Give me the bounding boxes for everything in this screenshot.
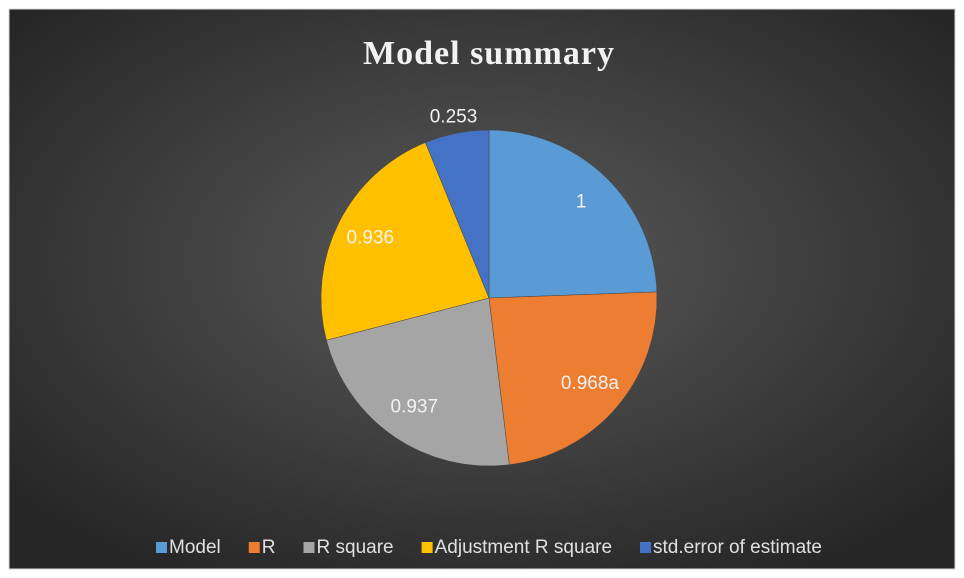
data-label: 0.253	[430, 106, 478, 127]
data-label: 1	[576, 191, 587, 212]
pie-slice	[425, 129, 490, 299]
legend-swatch	[640, 542, 652, 553]
data-label: 0.937	[391, 397, 439, 418]
legend-swatch	[303, 542, 315, 553]
data-label: 0.936	[347, 228, 395, 249]
legend-label: R square	[317, 537, 394, 558]
legend-label: Adjustment R square	[435, 537, 612, 558]
legend-label: R	[262, 537, 276, 558]
data-label: 0.968a	[561, 373, 620, 394]
legend-label: Model	[169, 537, 221, 558]
pie-slice	[488, 291, 658, 466]
legend-swatch	[248, 542, 260, 553]
chart-title: Model summary	[363, 35, 615, 72]
pie-slice	[488, 129, 658, 299]
legend-swatch	[421, 542, 433, 553]
legend-swatch	[156, 542, 168, 553]
pie-slice	[320, 142, 490, 341]
legend-label: std.error of estimate	[653, 537, 822, 558]
pie-slice	[326, 297, 510, 467]
